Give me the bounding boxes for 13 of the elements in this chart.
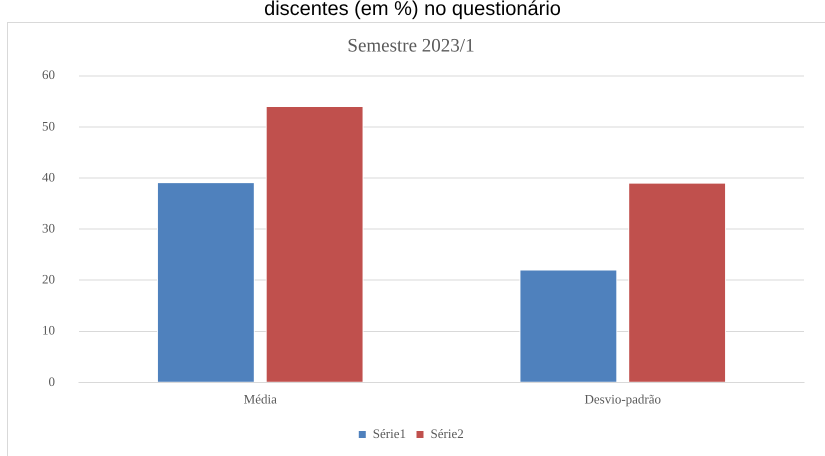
y-tick-label: 20 <box>42 272 55 287</box>
x-tick-label: Desvio-padrão <box>584 392 662 407</box>
y-tick-label: 60 <box>42 67 55 82</box>
y-tick-label: 50 <box>42 118 55 134</box>
y-tick-label: 10 <box>42 322 55 338</box>
y-tick-label: 30 <box>42 220 55 236</box>
legend-label: Série1 <box>372 426 406 441</box>
text: discentes (em %) no questionário <box>263 0 562 20</box>
y-tick-label: 40 <box>42 169 55 184</box>
chart-title: Semestre 2023/1 <box>347 35 475 56</box>
y-tick-label: 0 <box>48 374 55 389</box>
legend-label: Série2 <box>430 426 464 441</box>
x-tick-label: Média <box>244 392 278 407</box>
